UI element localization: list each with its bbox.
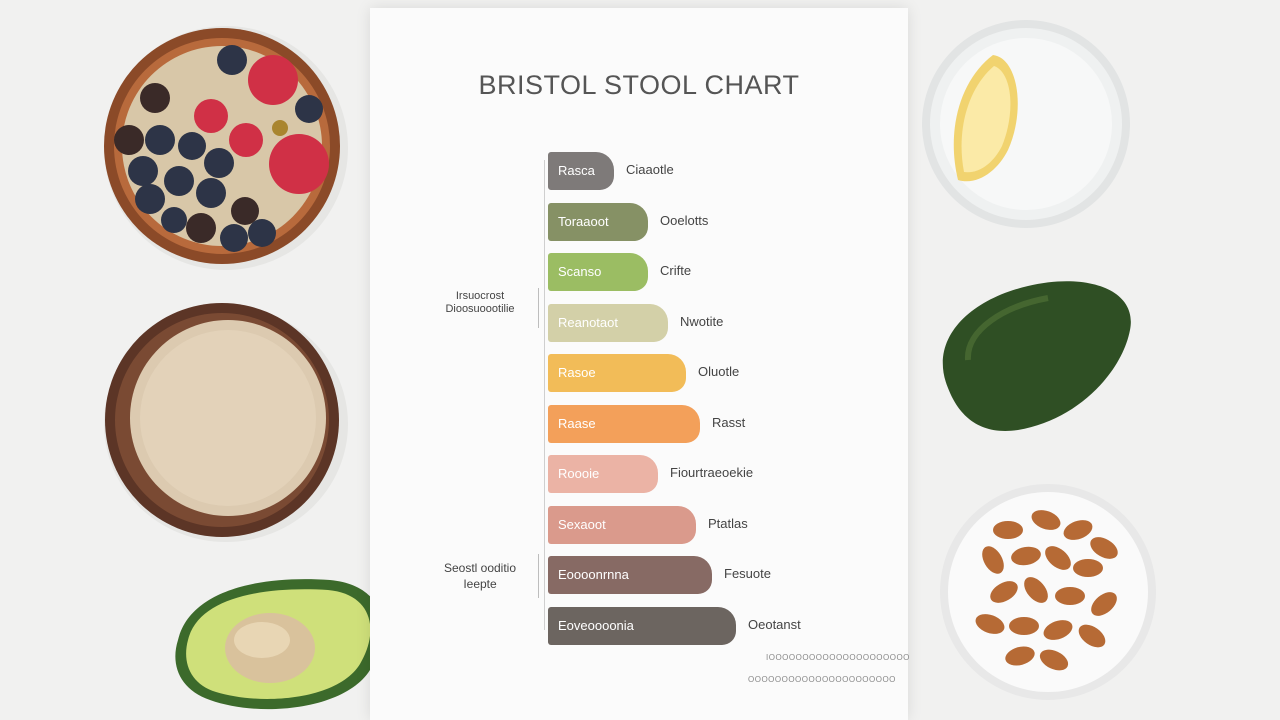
chart-band-description: Rasst <box>712 414 746 430</box>
chart-band-label: Toraaoot <box>558 213 609 229</box>
left-note-top-line-2: Dioosuoootilie <box>445 303 515 315</box>
chart-band-label: Rasca <box>558 163 595 178</box>
chart-band-8: Sexaoot <box>548 505 696 544</box>
chart-band-2: Toraaoot <box>548 202 648 241</box>
almond-dish <box>940 484 1156 700</box>
left-foods <box>104 26 370 710</box>
right-foods <box>922 20 1156 700</box>
chart-band-1: Rasca <box>548 152 614 190</box>
whole-avocado <box>942 281 1131 431</box>
bottom-bracket <box>538 554 539 598</box>
chart-band-description: Oeotanst <box>748 616 801 632</box>
chart-band-5: Rasoe <box>548 354 686 392</box>
left-note-top-line-1: Irsuocrost <box>455 290 505 302</box>
left-note-bottom-line-1: Seostl ooditio <box>443 561 517 575</box>
top-bracket <box>538 288 539 328</box>
chart-band-label: Sexaoot <box>558 516 606 532</box>
chart-band-label: Roooie <box>558 466 600 481</box>
chart-band-9: Eoooonrnna <box>548 556 712 594</box>
chart-band-label: Scanso <box>558 264 602 279</box>
chart-band-description: Fesuote <box>724 566 771 581</box>
chart-band-label: Raase <box>558 415 596 431</box>
chart-band-4: Reanotaot <box>548 303 668 342</box>
chart-band-label: Reanotaot <box>558 314 618 330</box>
chart-band-3: Scanso <box>548 253 648 291</box>
chart-band-label: Rasoe <box>558 365 596 380</box>
berry-oat-bowl <box>104 26 348 270</box>
chart-band-description: Oluotle <box>698 364 740 379</box>
chart-band-description: Ciaaotle <box>626 162 674 177</box>
chart-band-10: Eoveoooonia <box>548 606 736 645</box>
avocado-half <box>175 579 370 710</box>
chart-band-label: Eoveoooonia <box>558 617 634 633</box>
chart-band-description: Fiourtraeoekie <box>670 465 754 480</box>
left-note-top: Irsuocrost Dioosuoootilie <box>430 290 530 316</box>
left-note-bottom: Seostl ooditio Ieepte <box>430 560 530 592</box>
chart-band-6: Raase <box>548 404 700 443</box>
left-note-bottom-line-2: Ieepte <box>463 577 497 591</box>
chart-band-7: Roooie <box>548 455 658 493</box>
chart-axis-line <box>544 160 545 630</box>
chart-band-description: Ooelotts <box>660 212 709 228</box>
chart-band-description: Crifte <box>660 263 692 278</box>
lemon-water-glass <box>922 20 1130 228</box>
chart-band-label: Eoooonrnna <box>558 567 629 582</box>
bristol-stool-chart-paper: BRISTOL STOOL CHART Irsuocrost Dioosuooo… <box>370 8 910 720</box>
chart-band-description: Ptatlas <box>708 515 748 531</box>
footnote-2: OOOOOOOOOOOOOOOOOOOOOO <box>748 675 896 684</box>
chart-band-description: Nwotite <box>680 313 724 329</box>
footnote-1: IOOOOOOOOOOOOOOOOOOOOO <box>766 653 910 662</box>
oats-bowl <box>104 303 348 542</box>
chart-title: BRISTOL STOOL CHART <box>478 70 800 100</box>
